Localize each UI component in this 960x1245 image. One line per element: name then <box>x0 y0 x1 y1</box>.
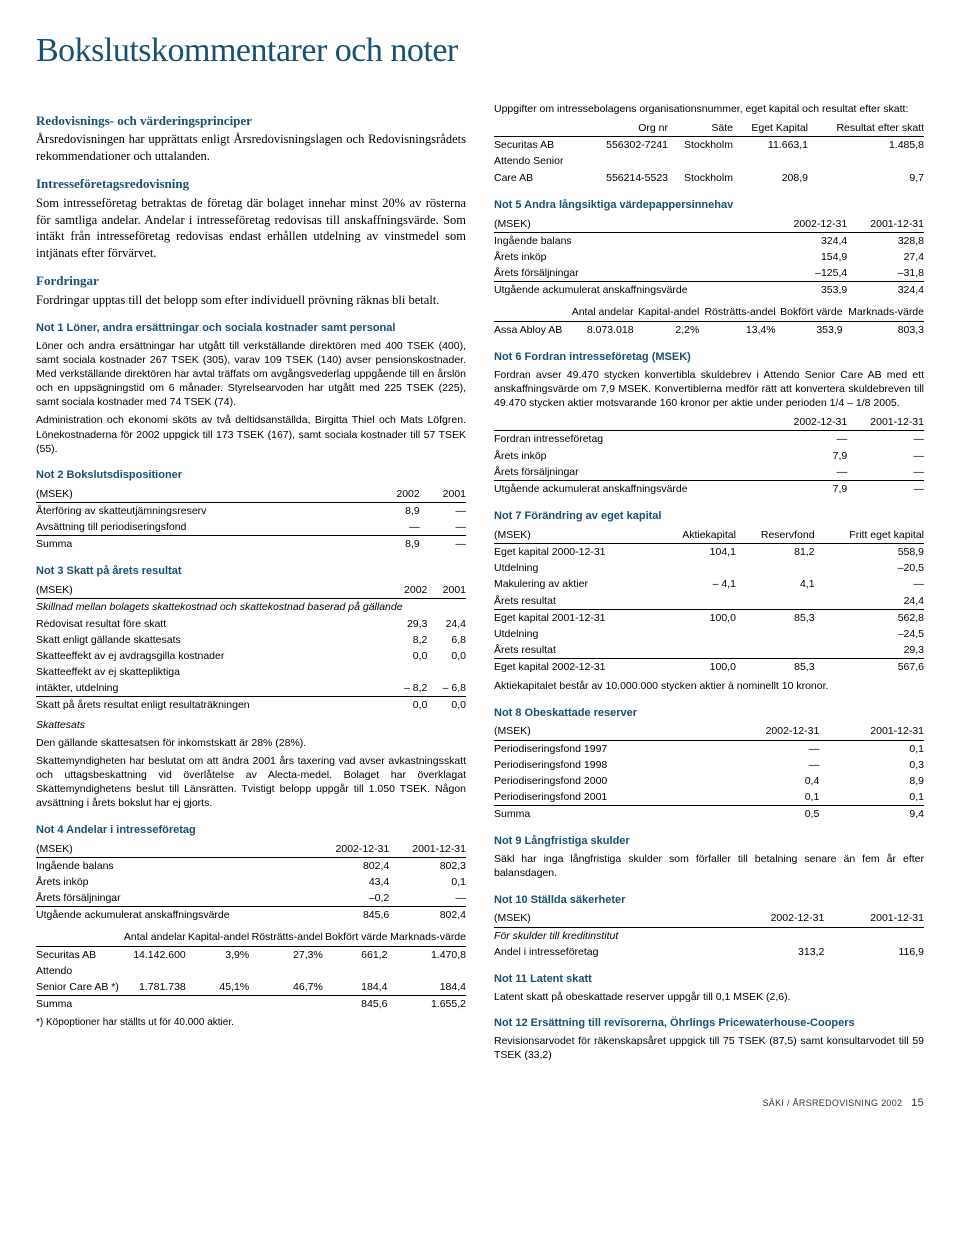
note1-body: Löner och andra ersättningar har utgått … <box>36 339 466 410</box>
skattesats-heading: Skattesats <box>36 718 466 732</box>
left-column: Redovisnings- och värderingsprinciper År… <box>36 102 466 1066</box>
note6-title: Not 6 Fordran intresseföretag (MSEK) <box>494 350 924 365</box>
principles-body: Årsredovisningen har upprättats enligt Å… <box>36 131 466 165</box>
note3-title: Not 3 Skatt på årets resultat <box>36 564 466 579</box>
note12-body: Revisionsarvodet för räkenskapsåret uppg… <box>494 1034 924 1062</box>
fordringar-heading: Fordringar <box>36 272 466 290</box>
note2-table: (MSEK)20022001 Återföring av skatteutjäm… <box>36 486 466 553</box>
note1-title: Not 1 Löner, andra ersättningar och soci… <box>36 321 466 336</box>
two-column-layout: Redovisnings- och värderingsprinciper År… <box>36 102 924 1066</box>
note8-table: (MSEK)2002-12-312001-12-31 Periodisering… <box>494 723 924 822</box>
note11-body: Latent skatt på obeskattade reserver upp… <box>494 990 924 1004</box>
fordringar-body: Fordringar upptas till det belopp som ef… <box>36 292 466 309</box>
note5-title: Not 5 Andra långsiktiga värdepappersinne… <box>494 198 924 213</box>
note6-body: Fordran avser 49.470 stycken konvertibla… <box>494 368 924 411</box>
skattesats-p1: Den gällande skattesatsen för inkomstska… <box>36 736 466 750</box>
note10-table: (MSEK)2002-12-312001-12-31 För skulder t… <box>494 910 924 960</box>
note9-body: Säkl har inga långfristiga skulder som f… <box>494 852 924 880</box>
note5b-table: Antal andelar Kapital-andel Rösträtts-an… <box>494 304 924 337</box>
note4b-foot: *) Köpoptioner har ställts ut för 40.000… <box>36 1016 466 1030</box>
page-title: Bokslutskommentarer och noter <box>36 28 924 74</box>
skattesats-p2: Skattemyndigheten har beslutat om att än… <box>36 754 466 811</box>
footer-text: SÄKI / ÅRSREDOVISNING 2002 15 <box>762 1096 924 1111</box>
note4b-table: Antal andelar Kapital-andel Rösträtts-an… <box>36 929 466 1012</box>
note7-table: (MSEK)AktiekapitalReservfondFritt eget k… <box>494 527 924 676</box>
orgtable-lead: Uppgifter om intressebolagens organisati… <box>494 102 924 116</box>
note1-body2: Administration och ekonomi sköts av två … <box>36 413 466 456</box>
intresse-body: Som intresseföretag betraktas de företag… <box>36 195 466 263</box>
note11-title: Not 11 Latent skatt <box>494 972 924 987</box>
page-footer: SÄKI / ÅRSREDOVISNING 2002 15 <box>36 1096 924 1116</box>
note6-table: 2002-12-312001-12-31 Fordran intresseför… <box>494 414 924 497</box>
note12-title: Not 12 Ersättning till revisorerna, Öhrl… <box>494 1016 924 1031</box>
page-number: 15 <box>911 1097 924 1109</box>
note3-table: (MSEK)20022001 Skillnad mellan bolagets … <box>36 582 466 713</box>
orgtable: Org nr Säte Eget Kapital Resultat efter … <box>494 120 924 186</box>
note2-title: Not 2 Bokslutsdispositioner <box>36 468 466 483</box>
note4-title: Not 4 Andelar i intresseföretag <box>36 823 466 838</box>
note5a-table: (MSEK)2002-12-312001-12-31 Ingående bala… <box>494 216 924 299</box>
intresse-heading: Intresseföretagsredovisning <box>36 175 466 193</box>
right-column: Uppgifter om intressebolagens organisati… <box>494 102 924 1066</box>
note9-title: Not 9 Långfristiga skulder <box>494 834 924 849</box>
note7-foot: Aktiekapitalet består av 10.000.000 styc… <box>494 679 924 693</box>
note4a-table: (MSEK)2002-12-312001-12-31 Ingående bala… <box>36 841 466 924</box>
principles-heading: Redovisnings- och värderingsprinciper <box>36 112 466 130</box>
note8-title: Not 8 Obeskattade reserver <box>494 706 924 721</box>
note10-title: Not 10 Ställda säkerheter <box>494 893 924 908</box>
note7-title: Not 7 Förändring av eget kapital <box>494 509 924 524</box>
